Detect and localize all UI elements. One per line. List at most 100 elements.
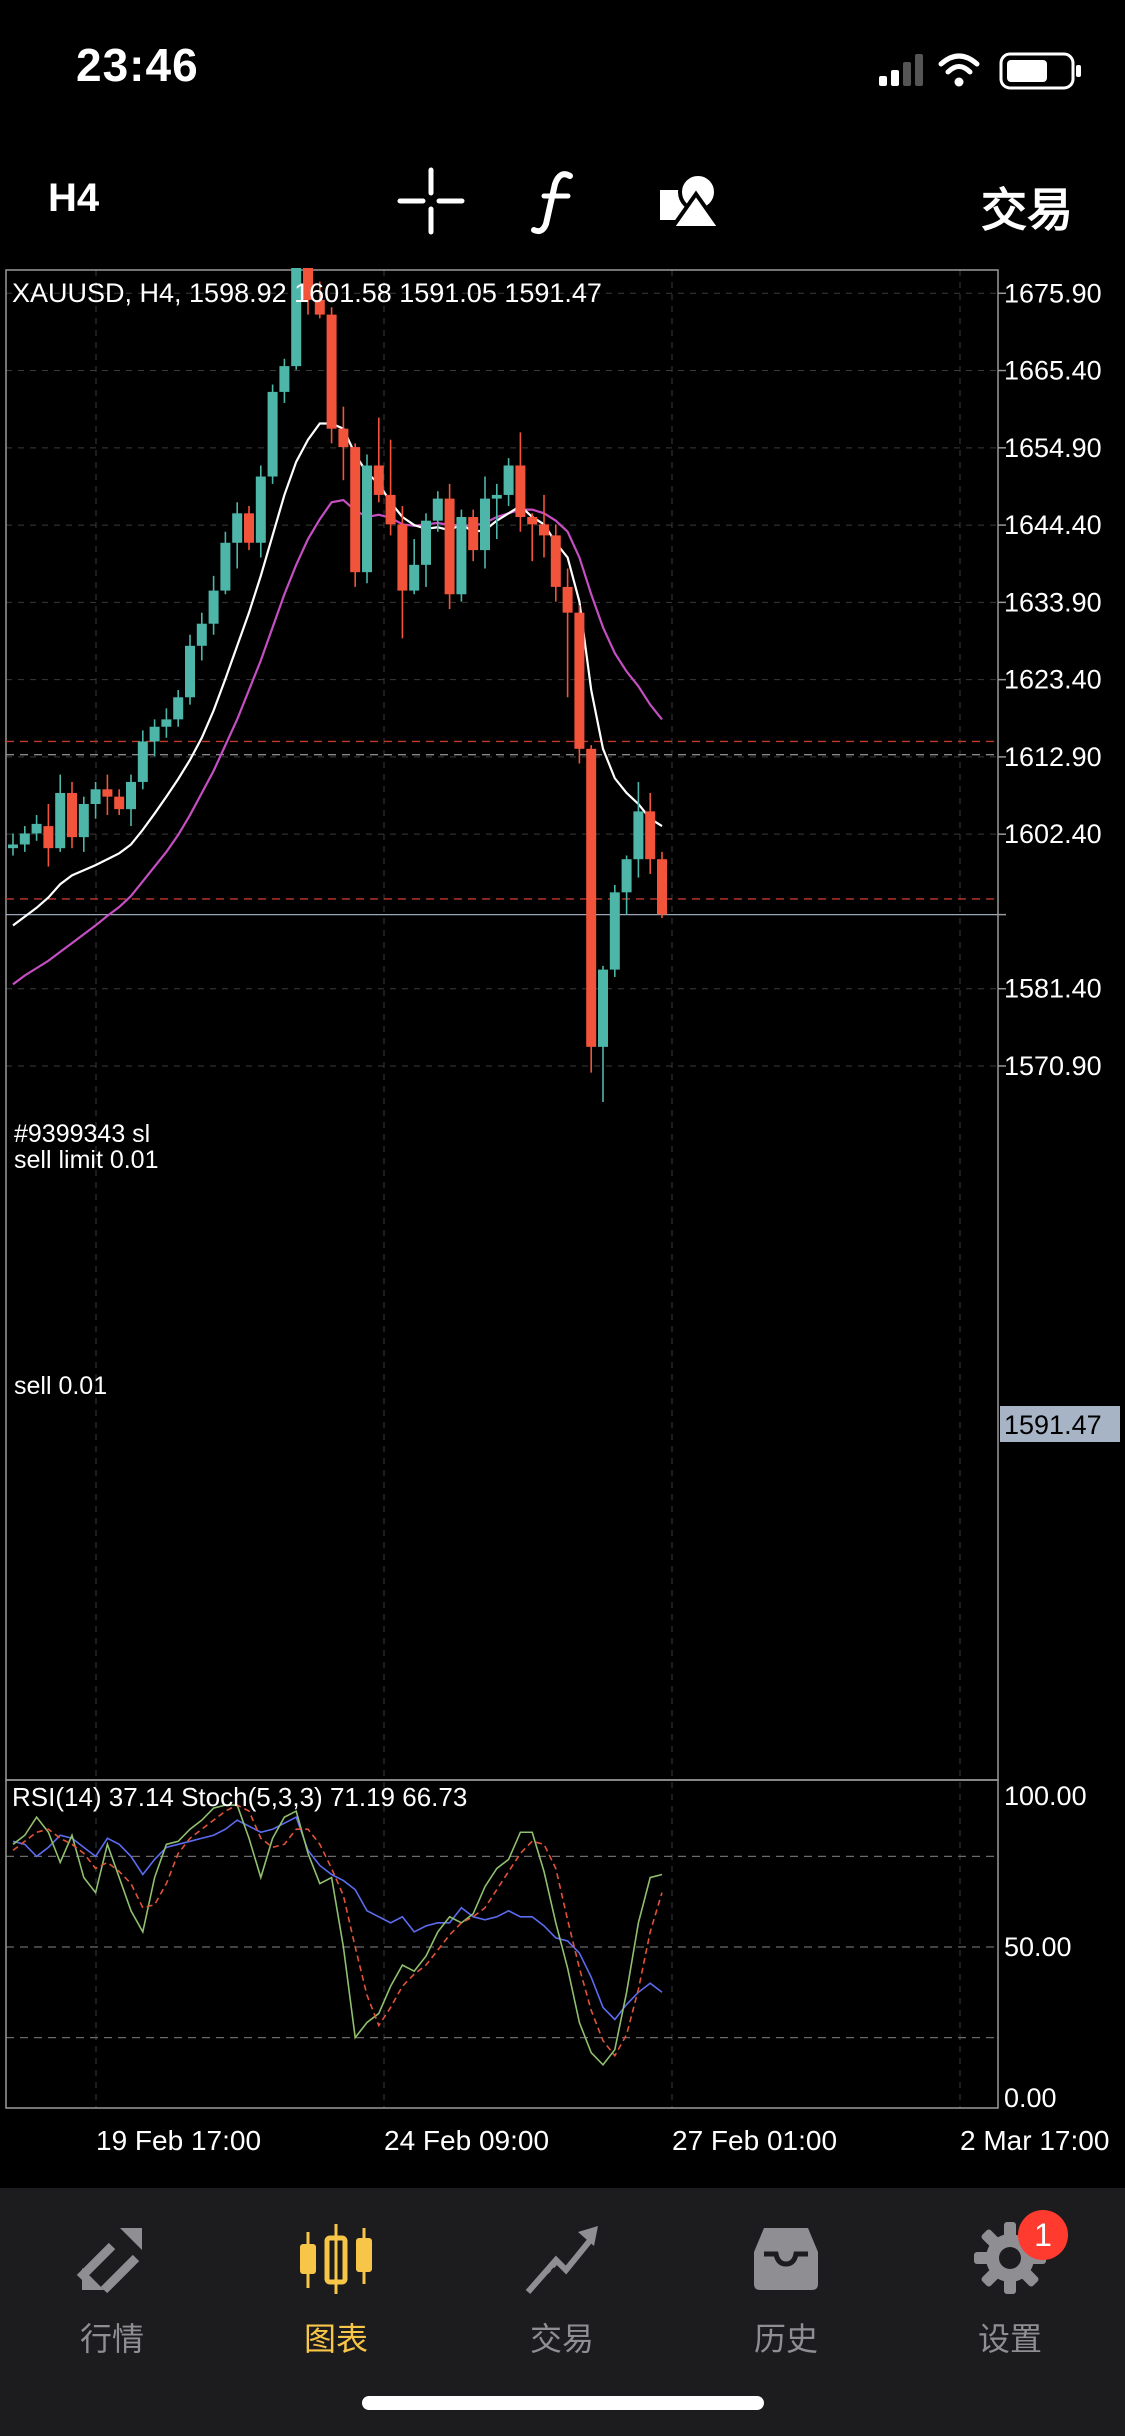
notification-badge: 1 xyxy=(1018,2210,1068,2260)
price-tick-label: 1675.90 xyxy=(1004,278,1102,308)
candle-body xyxy=(255,476,266,543)
candle-body xyxy=(432,498,443,521)
tab-label: 设置 xyxy=(977,2320,1042,2358)
grid-layer xyxy=(6,215,998,2108)
ma-fast-line xyxy=(12,422,663,927)
candle-body xyxy=(657,859,667,915)
rsi-line xyxy=(12,1816,663,2021)
price-tick-label: 1633.90 xyxy=(1004,587,1102,617)
candle-body xyxy=(621,859,632,893)
tab-trade[interactable]: 交易 xyxy=(482,2210,642,2360)
cellular-signal-icon xyxy=(879,54,923,86)
candle-body xyxy=(480,498,490,551)
sell-order-label: sell 0.01 xyxy=(14,1372,107,1400)
candle-body xyxy=(409,564,420,591)
price-tick-label: 1654.90 xyxy=(1004,433,1102,463)
order-lines xyxy=(6,740,998,916)
time-tick-label: 19 Feb 17:00 xyxy=(96,2125,261,2156)
timeframe-button[interactable]: H4 xyxy=(48,176,100,220)
battery-icon xyxy=(999,52,1081,90)
home-indicator xyxy=(362,2396,764,2410)
sl-order-label: #9399343 sl xyxy=(14,1120,150,1148)
candle-body xyxy=(173,697,184,720)
objects-button[interactable] xyxy=(656,166,726,236)
main-pane-border xyxy=(5,269,999,1781)
candle-body xyxy=(645,811,656,860)
tab-label: 图表 xyxy=(303,2320,368,2358)
trade-trend-icon xyxy=(525,2226,598,2294)
tab-label: 历史 xyxy=(753,2320,818,2358)
candle-body xyxy=(90,789,101,805)
candle-body xyxy=(633,811,644,860)
candle-body xyxy=(291,207,302,367)
candle-body xyxy=(208,590,219,624)
indicator-pane-border xyxy=(5,1779,999,2109)
candle-body xyxy=(137,741,148,782)
indicator-header: RSI(14) 37.14 Stoch(5,3,3) 71.19 66.73 xyxy=(12,1782,467,1812)
indicator-tick-label: 0.00 xyxy=(1004,2083,1057,2113)
ma-slow-line xyxy=(12,498,663,986)
price-tick-label: 1581.40 xyxy=(1004,974,1102,1004)
candle-body xyxy=(338,428,349,448)
candle-body xyxy=(397,524,408,591)
price-chart[interactable]: 1686.401675.901665.401654.901644.401633.… xyxy=(0,189,1125,2188)
indicator-tick-label: 100.00 xyxy=(1004,1781,1087,1811)
trade-button[interactable]: 交易 xyxy=(981,184,1073,236)
candle-body xyxy=(8,844,18,849)
tab-label: 行情 xyxy=(79,2320,144,2358)
candle-body xyxy=(314,299,325,315)
candle-body xyxy=(515,465,526,517)
crosshair-button[interactable] xyxy=(396,166,466,236)
candle-body xyxy=(491,494,502,499)
tab-settings[interactable]: 1 设置 xyxy=(930,2210,1090,2360)
crosshair-icon xyxy=(397,167,465,235)
current-price-label: 1591.47 xyxy=(1004,1410,1102,1440)
candle-body xyxy=(503,465,514,495)
time-tick-label: 24 Feb 09:00 xyxy=(384,2125,549,2156)
status-time: 23:46 xyxy=(76,39,199,91)
candle-body xyxy=(279,366,290,392)
chart-area[interactable]: 1686.401675.901665.401654.901644.401633.… xyxy=(0,189,1125,2188)
status-bar: 23:46 xyxy=(0,0,1125,140)
candle-body xyxy=(185,645,195,698)
candle-body xyxy=(67,792,77,838)
history-tray-icon xyxy=(754,2228,818,2290)
candle-body xyxy=(244,513,254,543)
candle-body xyxy=(598,969,608,1047)
tab-bar: 行情 图表 交易 历史 xyxy=(0,2188,1125,2436)
candle-body xyxy=(574,612,585,749)
candle-body xyxy=(31,823,42,834)
tab-history[interactable]: 历史 xyxy=(706,2210,866,2360)
price-tick-label: 1570.90 xyxy=(1004,1051,1102,1081)
sell-limit-label: sell limit 0.01 xyxy=(14,1146,159,1174)
candle-body xyxy=(350,447,361,573)
chart-header: XAUUSD, H4, 1598.92 1601.58 1591.05 1591… xyxy=(12,278,602,308)
candle-body xyxy=(444,498,455,595)
tab-quotes[interactable]: 行情 xyxy=(32,2210,192,2360)
candlestick-chart-icon xyxy=(300,2224,372,2294)
candle-body xyxy=(385,494,396,525)
current-price-tag xyxy=(1000,1406,1120,1442)
status-icons xyxy=(879,48,1085,97)
quotes-arrows-icon xyxy=(76,2228,142,2294)
shapes-icon xyxy=(660,172,724,230)
price-tick-label: 1665.40 xyxy=(1004,356,1102,386)
function-icon xyxy=(531,171,573,235)
candle-body xyxy=(326,314,337,429)
tab-chart[interactable]: 图表 xyxy=(256,2210,416,2360)
candle-body xyxy=(220,542,231,591)
wifi-icon xyxy=(938,53,980,87)
candle-body xyxy=(609,892,620,970)
indicators-button[interactable] xyxy=(522,166,592,236)
candle-body xyxy=(55,792,66,849)
candle-body xyxy=(550,535,561,587)
candle-body xyxy=(196,623,207,646)
price-tick-label: 1612.90 xyxy=(1004,742,1102,772)
time-tick-label: 2 Mar 17:00 xyxy=(960,2125,1109,2156)
candle-body xyxy=(456,516,467,595)
candle-body xyxy=(78,804,89,838)
candle-body xyxy=(421,520,431,565)
candle-body xyxy=(468,516,479,551)
candle-body xyxy=(539,524,549,536)
chart-toolbar: H4 交易 xyxy=(0,140,1125,260)
